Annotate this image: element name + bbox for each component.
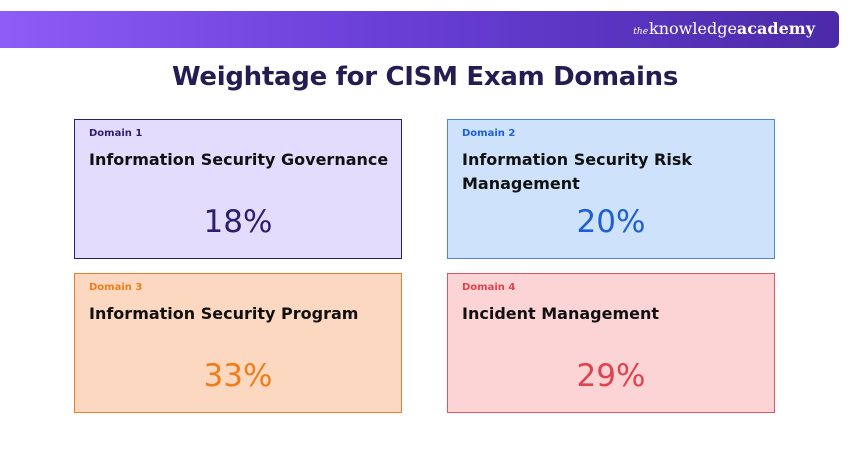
domain-card-4: Domain 4 Incident Management 29% xyxy=(447,273,775,413)
domain-name: Information Security Program xyxy=(89,304,359,323)
brand-word-knowledge: knowledge xyxy=(649,19,737,38)
domain-percentage: 29% xyxy=(576,358,646,394)
domain-percentage: 18% xyxy=(203,204,273,240)
brand-logo: theknowledgeacademy xyxy=(633,19,815,42)
domain-label: Domain 4 xyxy=(462,282,516,293)
domain-percentage: 20% xyxy=(576,204,646,240)
domain-card-3: Domain 3 Information Security Program 33… xyxy=(74,273,402,413)
domain-label: Domain 3 xyxy=(89,282,143,293)
domain-card-1: Domain 1 Information Security Governance… xyxy=(74,119,402,259)
header-bar: theknowledgeacademy xyxy=(0,11,839,48)
page-title: Weightage for CISM Exam Domains xyxy=(171,62,679,92)
domain-name: Information Security Governance xyxy=(89,150,389,169)
domain-name: Information Security Risk Management xyxy=(462,150,692,193)
brand-word-academy: academy xyxy=(736,19,815,38)
domain-percentage: 33% xyxy=(203,358,273,394)
domain-label: Domain 2 xyxy=(462,128,516,139)
brand-prefix: the xyxy=(633,27,649,37)
domain-card-2: Domain 2 Information Security Risk Manag… xyxy=(447,119,775,259)
domain-label: Domain 1 xyxy=(89,128,143,139)
domain-name: Incident Management xyxy=(462,304,659,323)
